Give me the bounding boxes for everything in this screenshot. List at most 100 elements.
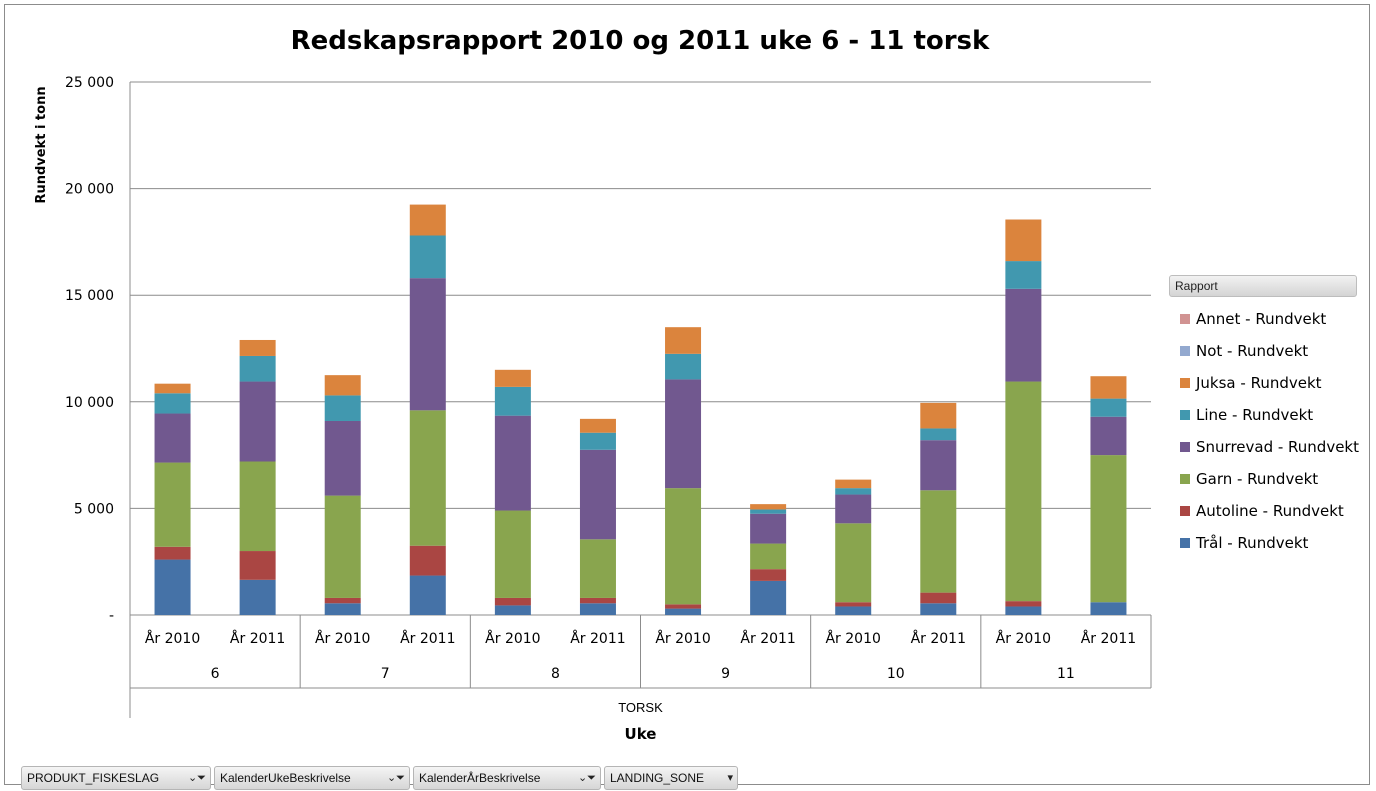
bar-segment bbox=[1090, 455, 1127, 603]
bar-segment bbox=[494, 605, 531, 615]
legend-item: Trål - Rundvekt bbox=[1180, 527, 1359, 559]
bar-segment bbox=[920, 592, 957, 604]
bar-segment bbox=[239, 355, 276, 382]
legend-swatch bbox=[1180, 538, 1190, 548]
x-tick-label: År 2011 bbox=[570, 630, 625, 647]
legend-swatch bbox=[1180, 410, 1190, 420]
x-tick-label: År 2011 bbox=[1081, 630, 1136, 647]
bar-segment bbox=[1005, 601, 1042, 607]
bar-segment bbox=[750, 509, 787, 514]
bar-segment bbox=[1005, 381, 1042, 602]
bar-segment bbox=[1005, 261, 1042, 289]
x-tick-label: År 2010 bbox=[145, 630, 200, 647]
legend-item: Garn - Rundvekt bbox=[1180, 463, 1359, 495]
bar-segment bbox=[750, 543, 787, 570]
week-label: 11 bbox=[1057, 666, 1075, 682]
legend-item: Juksa - Rundvekt bbox=[1180, 367, 1359, 399]
bar-segment bbox=[665, 379, 702, 489]
legend-swatch bbox=[1180, 474, 1190, 484]
filter-label: KalenderUkeBeskrivelse bbox=[220, 771, 351, 785]
bar-segment bbox=[409, 545, 446, 576]
bar-segment bbox=[154, 462, 191, 547]
bar-segment bbox=[154, 546, 191, 560]
legend: Annet - Rundvekt Not - Rundvekt Juksa - Ru… bbox=[1180, 303, 1359, 559]
bar-segment bbox=[1005, 288, 1042, 382]
x-tick-label: År 2010 bbox=[315, 630, 370, 647]
bar-segment bbox=[579, 597, 616, 604]
bar-segment bbox=[579, 539, 616, 598]
filter-dropdown-icon: ⌄⏷ bbox=[386, 772, 405, 784]
x-tick-label: År 2010 bbox=[996, 630, 1051, 647]
y-tick-label: 5 000 bbox=[74, 501, 114, 517]
filter-landing-sone-button[interactable]: LANDING_SONE ▾ bbox=[604, 766, 738, 790]
week-label: 9 bbox=[721, 666, 730, 682]
dropdown-arrow-icon: ▾ bbox=[727, 772, 733, 784]
bar-segment bbox=[579, 432, 616, 450]
bar-segment bbox=[494, 386, 531, 416]
legend-item: Autoline - Rundvekt bbox=[1180, 495, 1359, 527]
y-tick-label: 25 000 bbox=[65, 75, 114, 91]
bar-segment bbox=[494, 597, 531, 606]
bar-segment bbox=[154, 559, 191, 615]
bar-segment bbox=[750, 504, 787, 510]
legend-swatch bbox=[1180, 346, 1190, 356]
bar-segment bbox=[494, 415, 531, 511]
y-tick-label: 10 000 bbox=[65, 395, 114, 411]
filter-dropdown-icon: ⌄⏷ bbox=[577, 772, 596, 784]
filter-kalender-aar-button[interactable]: KalenderÅrBeskrivelse ⌄⏷ bbox=[413, 766, 601, 790]
bar-segment bbox=[835, 479, 872, 489]
legend-swatch bbox=[1180, 378, 1190, 388]
legend-item: Line - Rundvekt bbox=[1180, 399, 1359, 431]
legend-label: Trål - Rundvekt bbox=[1196, 534, 1309, 552]
bar-segment bbox=[409, 204, 446, 236]
bar-segment bbox=[324, 375, 361, 396]
legend-label: Line - Rundvekt bbox=[1196, 406, 1314, 424]
bar-segment bbox=[494, 369, 531, 387]
legend-title-button[interactable]: Rapport bbox=[1169, 275, 1357, 297]
x-group-label: TORSK bbox=[618, 700, 663, 715]
filter-label: KalenderÅrBeskrivelse bbox=[419, 771, 541, 785]
bar-segment bbox=[920, 603, 957, 615]
y-tick-label: 15 000 bbox=[65, 288, 114, 304]
filter-bar: PRODUKT_FISKESLAG ⌄⏷ KalenderUkeBeskrive… bbox=[21, 766, 738, 790]
chart-title: Redskapsrapport 2010 og 2011 uke 6 - 11 … bbox=[290, 26, 990, 56]
legend-item: Not - Rundvekt bbox=[1180, 335, 1359, 367]
x-tick-label: År 2010 bbox=[825, 630, 880, 647]
filter-produkt-fiskeslag-button[interactable]: PRODUKT_FISKESLAG ⌄⏷ bbox=[21, 766, 211, 790]
bar-segment bbox=[324, 603, 361, 615]
legend-label: Annet - Rundvekt bbox=[1196, 310, 1327, 328]
legend-label: Snurrevad - Rundvekt bbox=[1196, 438, 1360, 456]
filter-kalender-uke-button[interactable]: KalenderUkeBeskrivelse ⌄⏷ bbox=[214, 766, 410, 790]
bar-segment bbox=[920, 490, 957, 593]
x-tick-label: År 2010 bbox=[485, 630, 540, 647]
bar-segment bbox=[1090, 602, 1127, 615]
x-tick-label: År 2011 bbox=[230, 630, 285, 647]
bar-segment bbox=[239, 551, 276, 580]
legend-swatch bbox=[1180, 314, 1190, 324]
legend-title: Rapport bbox=[1175, 279, 1218, 293]
bar-segment bbox=[835, 494, 872, 524]
week-label: 8 bbox=[551, 666, 560, 682]
week-label: 6 bbox=[211, 666, 220, 682]
bar-segment bbox=[239, 339, 276, 356]
bar-segment bbox=[665, 327, 702, 354]
bar-segment bbox=[835, 602, 872, 607]
bar-segment bbox=[835, 606, 872, 615]
legend-item: Snurrevad - Rundvekt bbox=[1180, 431, 1359, 463]
bar-segment bbox=[154, 383, 191, 394]
bar-segment bbox=[750, 569, 787, 581]
bar-segment bbox=[324, 420, 361, 496]
bar-segment bbox=[750, 513, 787, 544]
bar-segment bbox=[920, 402, 957, 429]
x-tick-label: År 2011 bbox=[740, 630, 795, 647]
x-tick-label: År 2010 bbox=[655, 630, 710, 647]
bar-segment bbox=[1090, 398, 1127, 417]
filter-dropdown-icon: ⌄⏷ bbox=[187, 772, 206, 784]
legend-item: Annet - Rundvekt bbox=[1180, 303, 1359, 335]
x-axis-title: Uke bbox=[625, 725, 657, 743]
legend-label: Autoline - Rundvekt bbox=[1196, 502, 1344, 520]
bar-segment bbox=[920, 440, 957, 491]
bar-segment bbox=[1090, 416, 1127, 456]
y-axis-title: Rundvekt i tonn bbox=[34, 86, 49, 203]
legend-label: Juksa - Rundvekt bbox=[1196, 374, 1322, 392]
